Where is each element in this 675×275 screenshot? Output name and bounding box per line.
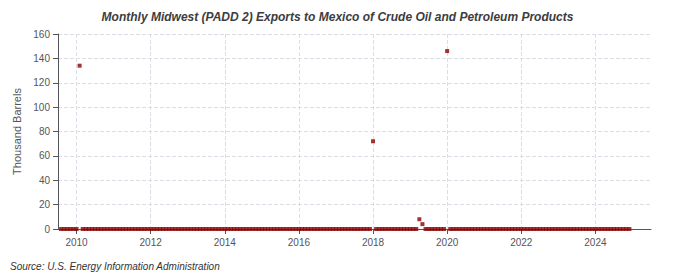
svg-text:2016: 2016 xyxy=(288,237,311,248)
svg-text:Source: U.S. Energy Informatio: Source: U.S. Energy Information Administ… xyxy=(10,261,220,272)
svg-text:120: 120 xyxy=(33,77,50,88)
svg-text:Thousand Barrels: Thousand Barrels xyxy=(11,88,23,175)
svg-text:160: 160 xyxy=(33,29,50,40)
svg-text:2022: 2022 xyxy=(510,237,533,248)
svg-text:100: 100 xyxy=(33,102,50,113)
svg-text:2014: 2014 xyxy=(214,237,237,248)
svg-text:2012: 2012 xyxy=(140,237,163,248)
svg-text:2010: 2010 xyxy=(65,237,88,248)
svg-text:20: 20 xyxy=(39,199,51,210)
svg-text:2018: 2018 xyxy=(362,237,385,248)
svg-text:Monthly Midwest (PADD 2) Expor: Monthly Midwest (PADD 2) Exports to Mexi… xyxy=(102,10,574,24)
svg-text:2020: 2020 xyxy=(436,237,459,248)
svg-text:2024: 2024 xyxy=(584,237,607,248)
svg-text:140: 140 xyxy=(33,53,50,64)
svg-text:0: 0 xyxy=(44,224,50,235)
svg-text:60: 60 xyxy=(39,150,51,161)
svg-text:40: 40 xyxy=(39,175,51,186)
svg-text:80: 80 xyxy=(39,126,51,137)
